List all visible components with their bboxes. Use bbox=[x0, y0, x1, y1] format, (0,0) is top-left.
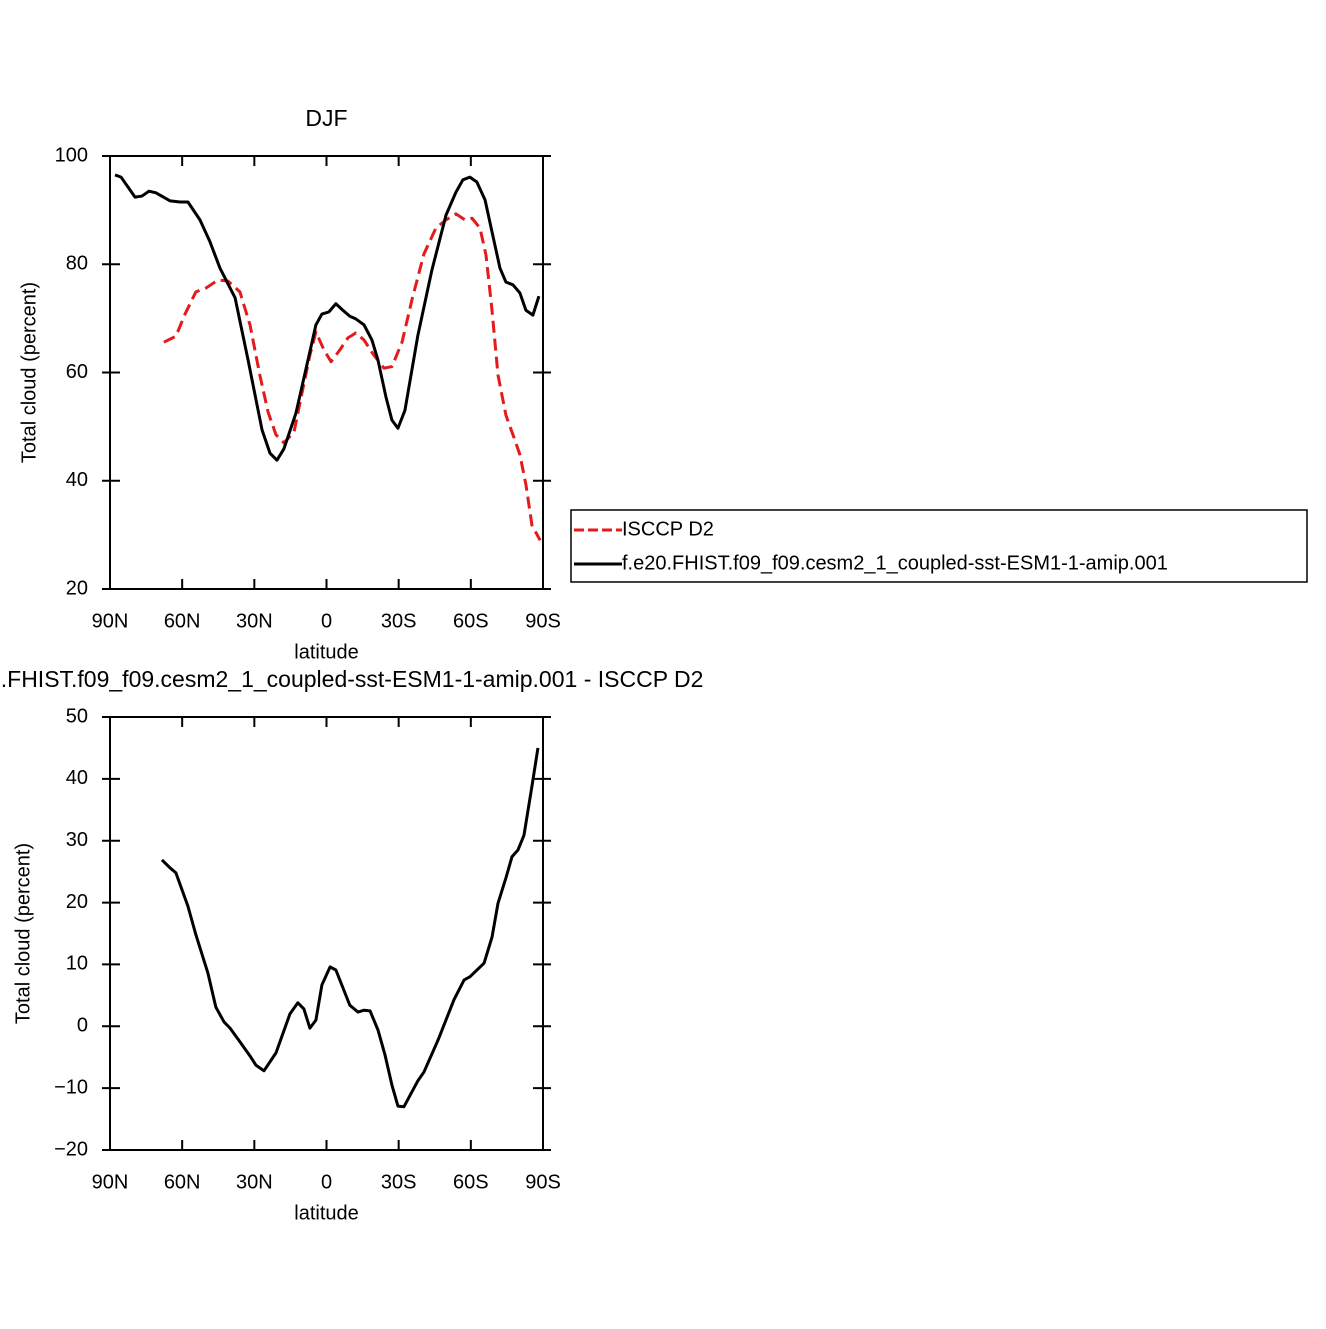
y-tick-label: −20 bbox=[54, 1138, 88, 1160]
y-tick-label: 100 bbox=[55, 144, 88, 166]
chart-title: DJF bbox=[305, 105, 347, 131]
x-tick-label: 90N bbox=[92, 1171, 129, 1193]
x-tick-label: 30S bbox=[381, 1171, 417, 1193]
series-line bbox=[114, 173, 541, 462]
legend-label: ISCCP D2 bbox=[622, 518, 714, 540]
y-tick-label: 20 bbox=[66, 577, 88, 599]
y-tick-label: 10 bbox=[66, 953, 88, 975]
y-tick-label: 30 bbox=[66, 829, 88, 851]
x-tick-label: 60N bbox=[164, 1171, 201, 1193]
y-tick-label: −10 bbox=[54, 1076, 88, 1098]
y-axis-label: Total cloud (percent) bbox=[18, 282, 40, 463]
x-tick-label: 90N bbox=[92, 610, 129, 632]
y-tick-label: 60 bbox=[66, 361, 88, 383]
x-tick-label: 90S bbox=[525, 1171, 561, 1193]
x-tick-label: 30N bbox=[236, 610, 273, 632]
x-tick-label: 30S bbox=[381, 610, 417, 632]
series-line bbox=[163, 212, 542, 541]
x-tick-label: 60S bbox=[453, 610, 489, 632]
legend: ISCCP D2 f.e20.FHIST.f09_f09.cesm2_1_coup… bbox=[570, 509, 1308, 583]
chart-title: f.e20.FHIST.f09_f09.cesm2_1_coupled-sst-… bbox=[0, 666, 703, 692]
x-tick-label: 0 bbox=[321, 1171, 332, 1193]
y-tick-label: 50 bbox=[66, 705, 88, 727]
legend-box bbox=[570, 509, 1308, 583]
x-axis-label: latitude bbox=[294, 641, 359, 663]
plot-frame bbox=[109, 716, 544, 1151]
x-tick-label: 60N bbox=[164, 610, 201, 632]
x-tick-label: 60S bbox=[453, 1171, 489, 1193]
plot-frame bbox=[109, 155, 544, 590]
x-axis-label: latitude bbox=[294, 1202, 359, 1224]
x-tick-label: 30N bbox=[236, 1171, 273, 1193]
y-tick-label: 0 bbox=[77, 1015, 88, 1037]
x-tick-label: 90S bbox=[525, 610, 561, 632]
y-tick-label: 80 bbox=[66, 253, 88, 275]
y-tick-label: 40 bbox=[66, 469, 88, 491]
y-axis-label: Total cloud (percent) bbox=[12, 843, 34, 1024]
legend-label: f.e20.FHIST.f09_f09.cesm2_1_coupled-sst-… bbox=[622, 552, 1168, 574]
x-tick-label: 0 bbox=[321, 610, 332, 632]
y-tick-label: 20 bbox=[66, 891, 88, 913]
y-tick-label: 40 bbox=[66, 767, 88, 789]
series-line bbox=[160, 747, 540, 1109]
